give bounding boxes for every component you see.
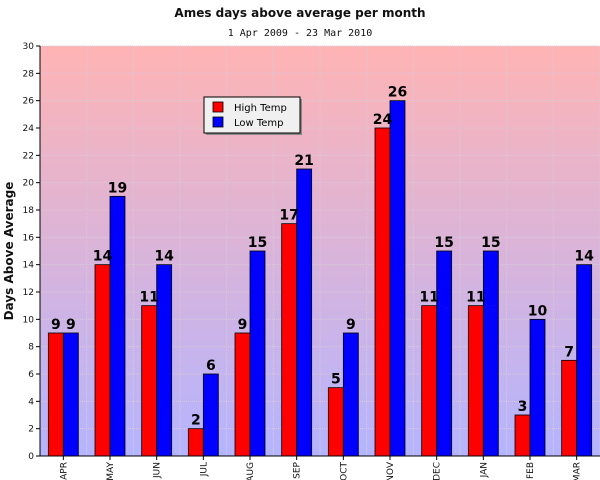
bar-high-temp: [187, 428, 204, 457]
data-label: 14: [93, 249, 113, 265]
x-tick-label: OCT: [339, 462, 349, 480]
bar-low-temp: [529, 318, 546, 457]
chart-title: Ames days above average per month: [174, 6, 426, 20]
y-tick-label: 16: [23, 233, 35, 243]
y-tick-label: 0: [28, 452, 34, 462]
x-tick-label: JAN: [479, 462, 489, 478]
bar-low-temp: [389, 100, 406, 457]
bar-high-temp: [141, 305, 158, 457]
bars: [47, 100, 593, 457]
y-tick-label: 20: [23, 179, 35, 189]
data-label: 15: [481, 235, 500, 251]
bar-high-temp: [47, 332, 64, 457]
data-label: 5: [331, 372, 341, 388]
data-label: 7: [564, 344, 574, 360]
bar-high-temp: [374, 127, 391, 457]
bar-high-temp: [467, 305, 484, 457]
data-label: 15: [434, 235, 453, 251]
legend-label: Low Temp: [234, 118, 284, 129]
y-axis-label: Days Above Average: [2, 182, 16, 321]
y-tick-label: 28: [23, 69, 35, 79]
bar-high-temp: [281, 223, 298, 457]
y-tick-label: 26: [23, 97, 35, 107]
data-label: 19: [108, 180, 127, 196]
x-tick-label: DEC: [433, 462, 443, 480]
data-label: 11: [466, 290, 485, 306]
data-label: 3: [518, 399, 528, 415]
data-label: 14: [574, 249, 594, 265]
bar-low-temp: [482, 250, 499, 457]
bar-low-temp: [576, 264, 593, 457]
legend-swatch: [212, 101, 224, 113]
bar-high-temp: [421, 305, 438, 457]
bar-low-temp: [249, 250, 266, 457]
data-label: 11: [139, 290, 158, 306]
x-tick-label: JUL: [199, 462, 209, 477]
bar-low-temp: [342, 332, 359, 457]
data-label: 9: [346, 317, 356, 333]
bar-high-temp: [327, 387, 344, 457]
y-tick-label: 8: [28, 343, 34, 353]
bar-high-temp: [561, 359, 578, 457]
chart-subtitle: 1 Apr 2009 - 23 Mar 2010: [227, 28, 373, 39]
data-label: 15: [248, 235, 267, 251]
y-tick-label: 24: [23, 124, 35, 134]
data-label: 11: [419, 290, 438, 306]
bar-low-temp: [62, 332, 79, 457]
data-label: 9: [51, 317, 61, 333]
legend: High Temp Low Temp: [203, 96, 302, 135]
bar-high-temp: [94, 264, 111, 457]
data-label: 2: [191, 413, 201, 429]
data-label: 10: [528, 303, 548, 319]
bar-low-temp: [436, 250, 453, 457]
y-tick-label: 4: [28, 397, 34, 407]
x-tick-label: AUG: [246, 462, 256, 480]
bar-low-temp: [202, 373, 219, 457]
x-tick-label: MAR: [573, 462, 583, 480]
y-tick-label: 22: [23, 151, 34, 161]
bar-high-temp: [514, 414, 531, 457]
x-tick-label: SEP: [293, 461, 303, 478]
data-label: 9: [238, 317, 248, 333]
data-label: 24: [373, 112, 393, 128]
y-tick-label: 6: [28, 370, 34, 380]
data-label: 6: [206, 358, 216, 374]
bar-high-temp: [234, 332, 251, 457]
x-tick-label: JUN: [153, 462, 163, 479]
x-tick-label: FEB: [526, 462, 536, 479]
data-label: 26: [388, 85, 407, 101]
legend-label: High Temp: [234, 103, 287, 114]
y-tick-label: 12: [23, 288, 34, 298]
legend-swatch: [212, 116, 224, 128]
x-tick-label: MAY: [106, 462, 116, 480]
x-tick-label: NOV: [386, 461, 396, 480]
y-tick-label: 30: [23, 42, 35, 52]
data-label: 17: [279, 208, 298, 224]
y-tick-label: 14: [23, 261, 35, 271]
bar-low-temp: [109, 195, 126, 457]
y-tick-label: 18: [23, 206, 35, 216]
y-tick-label: 2: [28, 425, 34, 435]
data-label: 21: [294, 153, 313, 169]
x-tick-label: APR: [59, 462, 69, 480]
data-label: 9: [66, 317, 76, 333]
data-label: 14: [154, 249, 174, 265]
y-tick-label: 10: [23, 315, 35, 325]
